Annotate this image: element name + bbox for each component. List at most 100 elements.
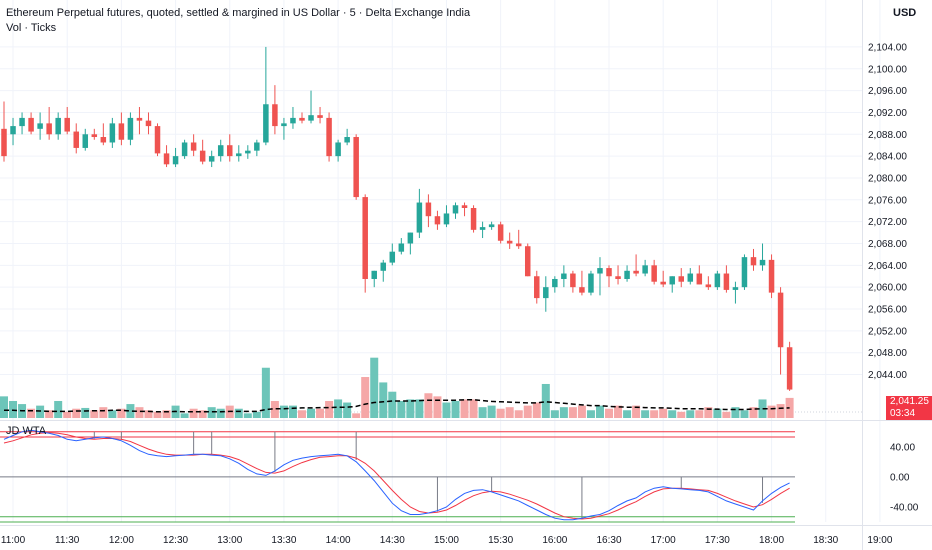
candle-body xyxy=(28,117,34,132)
candle xyxy=(389,243,396,266)
candle xyxy=(660,270,666,288)
candle-body xyxy=(416,202,423,233)
volume-bar xyxy=(63,411,72,418)
time-tick-label: 11:30 xyxy=(55,535,80,546)
volume-bar xyxy=(297,410,306,418)
volume-bar xyxy=(758,399,767,418)
candle-body xyxy=(461,205,468,208)
candle xyxy=(606,265,612,288)
candle-body xyxy=(579,287,585,293)
candle-body xyxy=(353,137,359,198)
volume-bar xyxy=(234,408,243,418)
candle-body xyxy=(236,153,242,157)
volume-bar xyxy=(334,399,343,418)
candle xyxy=(190,134,197,157)
candle-body xyxy=(299,117,305,121)
price-tick-label: 2,084.00 xyxy=(868,152,907,163)
currency-label[interactable]: USD xyxy=(893,7,917,19)
candle-body xyxy=(91,134,98,138)
candle-body xyxy=(425,202,432,217)
time-tick-label: 18:30 xyxy=(813,535,838,546)
volume-bar xyxy=(252,411,261,418)
candle xyxy=(398,238,405,255)
candle-body xyxy=(227,145,233,157)
candle-body xyxy=(82,134,89,148)
candle-body xyxy=(73,131,79,148)
volume-label: Vol · Ticks xyxy=(6,22,57,34)
candle xyxy=(669,276,675,293)
candle-body xyxy=(606,268,612,277)
volume-bar xyxy=(415,399,424,418)
candle-body xyxy=(642,265,648,274)
price-tick-label: 2,096.00 xyxy=(868,86,907,97)
candle-body xyxy=(380,262,387,271)
candle xyxy=(570,270,576,293)
volume-bar xyxy=(279,405,288,418)
candle xyxy=(64,106,70,135)
volume-bar xyxy=(180,413,189,418)
volume-bar xyxy=(514,410,523,418)
volume-bar xyxy=(325,400,334,418)
time-tick-label: 13:00 xyxy=(217,535,242,546)
indicator-tick-label: 40.00 xyxy=(890,442,915,453)
candle xyxy=(118,112,125,146)
candle xyxy=(732,281,739,304)
volume-bar xyxy=(559,407,568,418)
candle xyxy=(497,221,504,244)
time-tick-label: 13:30 xyxy=(271,535,296,546)
volume-bar xyxy=(496,408,505,418)
candle-body xyxy=(281,123,287,127)
volume-bar xyxy=(686,410,695,418)
volume-ma-line xyxy=(4,399,790,413)
candle-body xyxy=(759,259,766,266)
candle xyxy=(651,259,657,285)
candle-body xyxy=(109,123,116,143)
time-tick-label: 14:00 xyxy=(326,535,351,546)
volume-bar xyxy=(370,357,379,418)
candle-body xyxy=(154,126,161,154)
candle-body xyxy=(786,347,793,390)
volume-bar xyxy=(361,377,370,418)
candle xyxy=(479,221,486,239)
candle-body xyxy=(127,117,134,140)
candle xyxy=(687,268,694,285)
volume-bar xyxy=(641,410,650,418)
bar-countdown: 03:34 xyxy=(890,408,916,419)
candle xyxy=(461,202,468,217)
candle xyxy=(678,268,684,288)
volume-bar xyxy=(216,408,225,418)
candle-body xyxy=(470,208,477,230)
time-tick-label: 18:00 xyxy=(759,535,784,546)
candle-body xyxy=(777,292,784,348)
candle xyxy=(46,106,52,140)
candle xyxy=(642,259,648,277)
volume-bar xyxy=(433,396,442,418)
candle-body xyxy=(434,216,441,225)
candle-body xyxy=(768,259,775,293)
volume-bar xyxy=(36,405,45,418)
time-tick-label: 17:30 xyxy=(705,535,730,546)
candle xyxy=(786,341,793,391)
price-tick-label: 2,068.00 xyxy=(868,239,907,250)
volume-bar xyxy=(749,407,758,418)
price-tick-label: 2,100.00 xyxy=(868,64,907,75)
candle-body xyxy=(543,287,549,299)
volume-bar xyxy=(54,400,63,418)
volume-bar xyxy=(568,407,577,418)
volume-bar xyxy=(406,399,415,418)
volume-bar xyxy=(460,399,469,418)
price-tick-label: 2,052.00 xyxy=(868,326,907,337)
time-tick-label: 14:30 xyxy=(380,535,405,546)
volume-bar xyxy=(713,408,722,418)
volume-bar xyxy=(343,402,352,418)
candle xyxy=(768,254,775,299)
candles xyxy=(1,46,793,391)
candle xyxy=(705,276,712,290)
volume-bar xyxy=(523,405,532,418)
candle-body xyxy=(272,104,278,127)
price-tick-label: 2,104.00 xyxy=(868,42,907,53)
candle xyxy=(515,229,522,249)
candle xyxy=(750,248,757,271)
candle xyxy=(136,106,143,135)
